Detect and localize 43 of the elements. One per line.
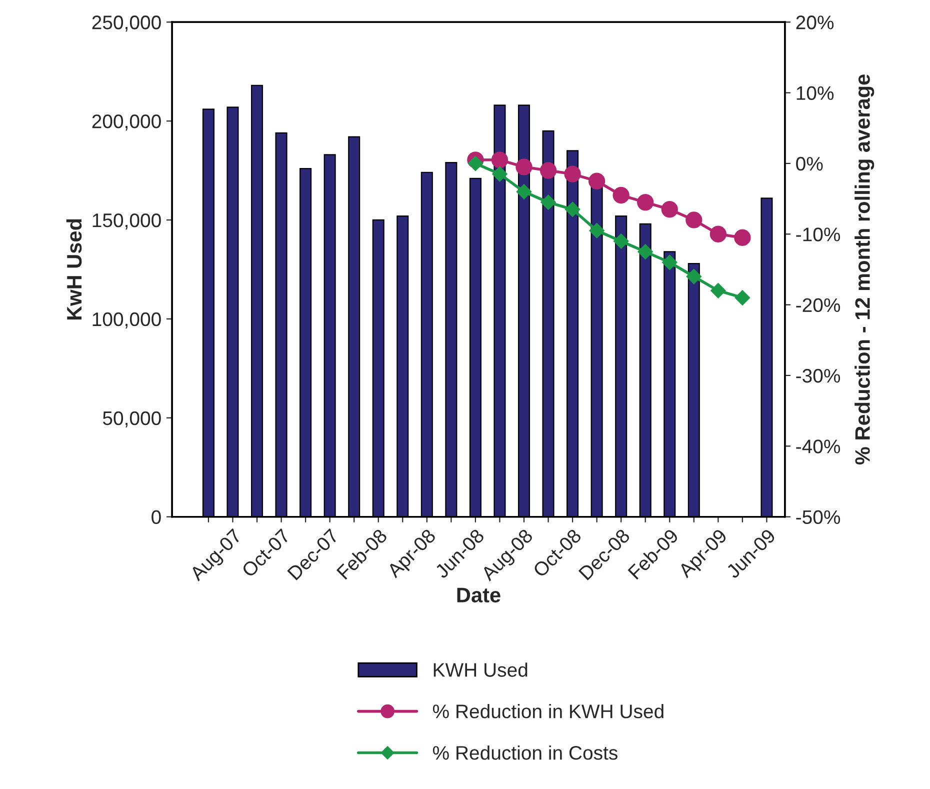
point — [710, 283, 726, 298]
y-tick-label: 250,000 — [92, 16, 161, 32]
y2-tick-label: -20% — [796, 298, 840, 312]
point — [540, 162, 557, 179]
point — [468, 156, 484, 172]
point — [516, 158, 532, 176]
x-axis-title: Date — [457, 588, 500, 602]
point — [612, 186, 630, 204]
y2-tick-label: -40% — [796, 440, 840, 454]
point — [686, 212, 702, 228]
point — [710, 226, 727, 242]
point — [662, 254, 678, 270]
y2-tick-label: -30% — [796, 368, 840, 383]
y-tick-label: 200,000 — [92, 114, 161, 131]
y2-tick-label: 20% — [796, 16, 834, 30]
point — [638, 244, 653, 260]
y-tick-label: 150,000 — [92, 213, 161, 230]
point — [492, 166, 508, 182]
point — [589, 223, 604, 238]
y2-tick-label: 10% — [796, 86, 834, 100]
legend-label: % Reduction in KWH Used — [432, 704, 664, 718]
point — [564, 202, 580, 217]
point — [516, 184, 532, 200]
point — [661, 201, 678, 218]
point — [686, 268, 702, 284]
point — [491, 152, 508, 168]
y2-axis-title: % Reduction - 12 month rolling average — [854, 74, 874, 465]
y-tick-label: 50,000 — [102, 411, 161, 428]
y-tick-label: 100,000 — [92, 312, 161, 328]
point — [614, 234, 629, 249]
y-axis-title: KwH Used — [66, 219, 82, 320]
point — [734, 290, 750, 306]
y-tick-label: 0 — [152, 510, 161, 524]
point — [540, 194, 556, 210]
legend-label: KWH Used — [434, 662, 528, 677]
y2-tick-label: 0% — [796, 156, 823, 171]
y2-tick-label: -50% — [796, 510, 840, 524]
y2-tick-label: -10% — [796, 228, 840, 242]
point — [734, 229, 751, 246]
point — [564, 166, 581, 182]
legend-label: % Reduction in Costs — [432, 745, 618, 760]
point — [588, 172, 606, 190]
point — [637, 194, 654, 211]
